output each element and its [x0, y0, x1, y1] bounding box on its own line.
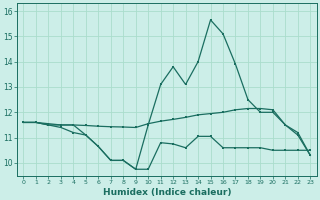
X-axis label: Humidex (Indice chaleur): Humidex (Indice chaleur) [103, 188, 231, 197]
